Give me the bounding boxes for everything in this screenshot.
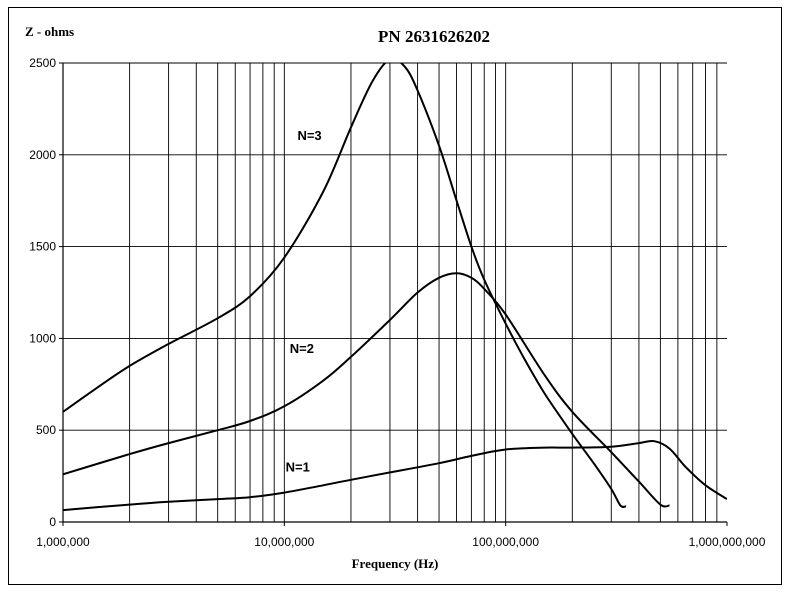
grid-lines [63, 62, 727, 522]
x-tick-label: 1,000,000,000 [689, 535, 766, 549]
chart-title: PN 2631626202 [378, 27, 490, 46]
x-tick-label: 100,000,000 [472, 535, 539, 549]
axes [62, 63, 727, 523]
series-annotation-n-2: N=2 [290, 341, 314, 356]
x-tick-label: 1,000,000 [36, 535, 90, 549]
y-tick-label: 1000 [29, 331, 56, 345]
series-lines [63, 63, 727, 512]
x-tick-label: 10,000,000 [254, 535, 314, 549]
y-tick-label: 0 [49, 515, 56, 529]
y-tick-label: 2000 [29, 148, 56, 162]
y-tick-label: 500 [36, 423, 56, 437]
series-line-n-3 [63, 63, 627, 509]
series-line-n-1 [63, 439, 727, 512]
series-line-n-2 [63, 272, 670, 508]
x-axis-label: Frequency (Hz) [352, 556, 439, 571]
impedance-chart: PN 2631626202 Z - ohms Frequency (Hz) 0 5… [25, 24, 766, 571]
y-axis-label: Z - ohms [25, 24, 74, 39]
series-annotation-n-3: N=3 [297, 128, 321, 143]
y-tick-label: 1500 [29, 240, 56, 254]
y-tick-label: 2500 [29, 56, 56, 70]
chart-frame: PN 2631626202 Z - ohms Frequency (Hz) 0 5… [8, 7, 782, 585]
series-annotations: N=3 N=2 N=1 [286, 128, 322, 474]
y-tick-labels: 0 500 1000 1500 2000 2500 [29, 56, 63, 529]
series-annotation-n-1: N=1 [286, 460, 310, 475]
x-tick-labels: 1,000,000 10,000,000 100,000,000 1,000,000,… [36, 522, 766, 549]
